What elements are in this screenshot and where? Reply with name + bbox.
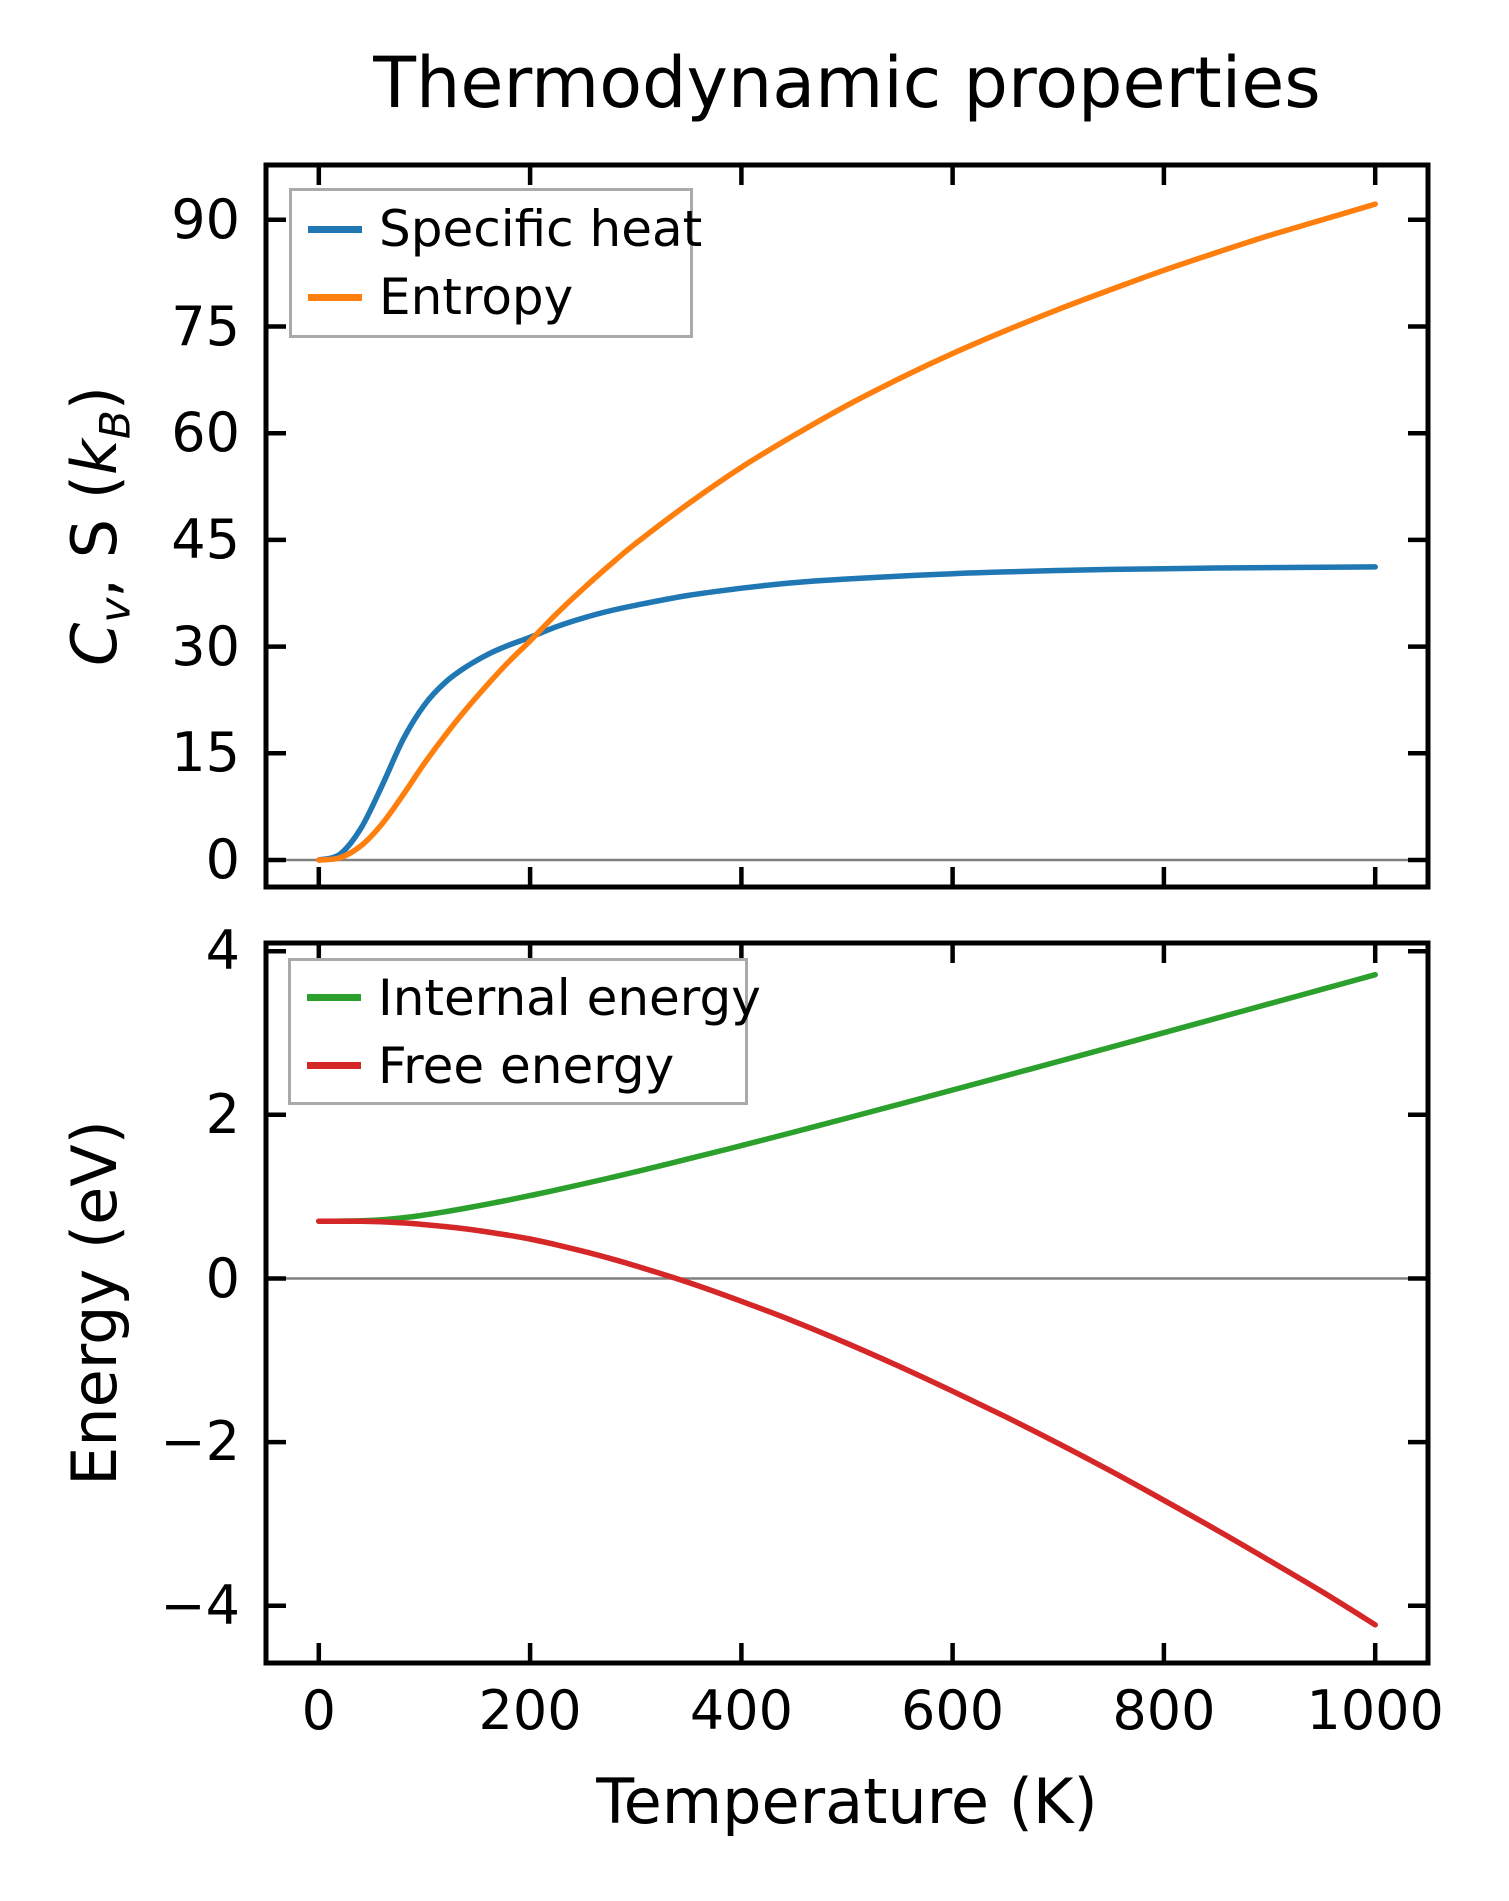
legend-item-free-energy: Free energy bbox=[307, 1032, 745, 1100]
y-tick-label: −2 bbox=[160, 1410, 240, 1474]
top-y-axis-label: Cv, S (kB) bbox=[58, 386, 139, 666]
legend-label-free-energy: Free energy bbox=[378, 1036, 675, 1095]
y-tick-label: 0 bbox=[205, 828, 240, 891]
bottom-y-axis-label: Energy (eV) bbox=[58, 1120, 131, 1486]
ylabel-mid-text: , S ( bbox=[58, 475, 131, 598]
internal-energy-line-sample bbox=[307, 994, 361, 1001]
y-tick-label: 15 bbox=[171, 721, 240, 785]
y-tick-label: 90 bbox=[171, 187, 240, 251]
x-tick-label: 800 bbox=[1112, 1679, 1216, 1742]
y-tick-label: 30 bbox=[171, 614, 240, 678]
legend-label-entropy: Entropy bbox=[379, 268, 574, 326]
y-tick-label: −4 bbox=[160, 1573, 240, 1637]
x-tick-label: 400 bbox=[689, 1679, 793, 1742]
ylabel-sub-v: v bbox=[90, 597, 140, 623]
legend-item-entropy: Entropy bbox=[308, 263, 690, 331]
y-tick-label: 60 bbox=[171, 401, 240, 465]
x-tick-label: 1000 bbox=[1306, 1679, 1444, 1742]
x-tick-label: 200 bbox=[478, 1679, 582, 1742]
y-tick-label: 45 bbox=[171, 507, 240, 571]
ylabel-symbol-k: k bbox=[58, 439, 131, 476]
ylabel-symbol-C: C bbox=[58, 622, 131, 666]
legend-item-internal-energy: Internal energy bbox=[307, 964, 761, 1032]
top-legend: Specific heat Entropy bbox=[289, 188, 702, 338]
y-tick-label: 0 bbox=[205, 1246, 240, 1310]
ylabel-close-paren: ) bbox=[58, 386, 131, 411]
x-tick-label: 0 bbox=[301, 1679, 336, 1742]
x-axis-label: Temperature (K) bbox=[596, 1765, 1098, 1838]
legend-item-specific-heat: Specific heat bbox=[308, 195, 702, 263]
y-tick-label: 75 bbox=[171, 294, 240, 358]
bottom-legend: Internal energy Free energy bbox=[288, 958, 761, 1105]
specific-heat-line-sample bbox=[308, 225, 362, 233]
legend-label-specific-heat: Specific heat bbox=[379, 200, 703, 258]
chart-title: Thermodynamic properties bbox=[373, 42, 1321, 124]
ylabel-sub-B: B bbox=[90, 410, 140, 440]
entropy-line-sample bbox=[308, 293, 362, 301]
y-tick-label: 2 bbox=[205, 1082, 240, 1146]
free-energy-line-sample bbox=[307, 1062, 361, 1069]
y-tick-label: 4 bbox=[205, 919, 240, 983]
legend-label-internal-energy: Internal energy bbox=[378, 968, 761, 1027]
x-tick-label: 600 bbox=[901, 1679, 1005, 1742]
